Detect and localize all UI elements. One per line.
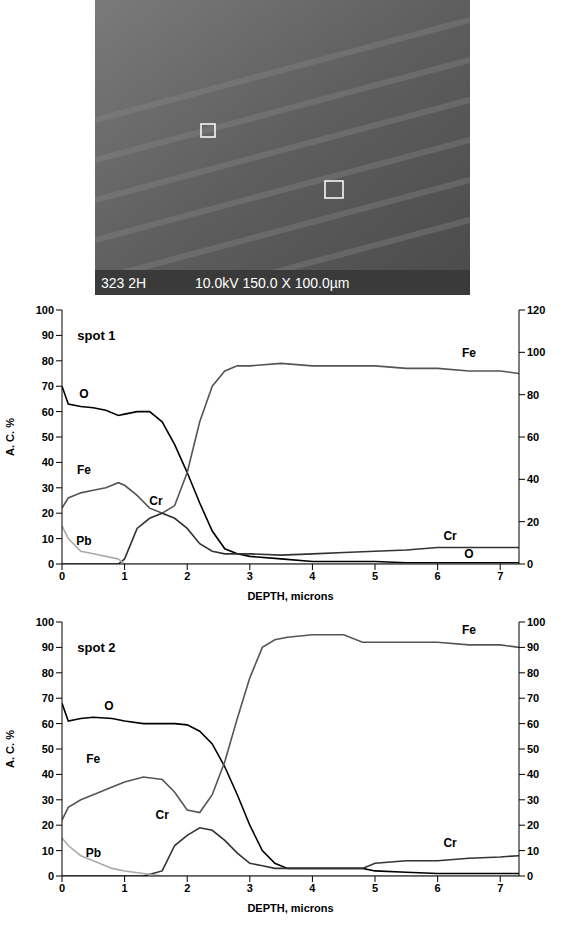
svg-text:70: 70 bbox=[527, 692, 539, 704]
svg-text:Cr: Cr bbox=[149, 494, 163, 508]
svg-text:Cr: Cr bbox=[443, 529, 457, 543]
svg-text:DEPTH, microns: DEPTH, microns bbox=[247, 902, 333, 914]
svg-text:0: 0 bbox=[527, 558, 533, 570]
svg-text:10: 10 bbox=[527, 845, 539, 857]
svg-text:100: 100 bbox=[527, 346, 545, 358]
svg-text:10: 10 bbox=[42, 533, 54, 545]
svg-text:10.0kV 150.0 X 100.0µm: 10.0kV 150.0 X 100.0µm bbox=[195, 275, 349, 291]
svg-text:Fe: Fe bbox=[77, 463, 91, 477]
svg-text:0: 0 bbox=[59, 882, 65, 894]
svg-text:30: 30 bbox=[527, 794, 539, 806]
svg-text:7: 7 bbox=[497, 882, 503, 894]
svg-text:80: 80 bbox=[42, 355, 54, 367]
svg-text:Fe: Fe bbox=[86, 752, 100, 766]
svg-text:2: 2 bbox=[184, 882, 190, 894]
svg-text:Pb: Pb bbox=[86, 846, 101, 860]
svg-text:spot 2: spot 2 bbox=[77, 640, 115, 655]
svg-text:90: 90 bbox=[527, 641, 539, 653]
svg-text:50: 50 bbox=[42, 743, 54, 755]
svg-text:O: O bbox=[79, 387, 88, 401]
svg-text:100: 100 bbox=[527, 616, 545, 628]
svg-text:1: 1 bbox=[122, 882, 128, 894]
svg-text:20: 20 bbox=[42, 819, 54, 831]
svg-text:5: 5 bbox=[372, 882, 378, 894]
svg-text:spot 1: spot 1 bbox=[77, 328, 115, 343]
svg-text:60: 60 bbox=[527, 431, 539, 443]
svg-text:60: 60 bbox=[527, 718, 539, 730]
svg-text:1: 1 bbox=[122, 570, 128, 582]
svg-text:20: 20 bbox=[527, 819, 539, 831]
svg-text:0: 0 bbox=[527, 870, 533, 882]
svg-text:90: 90 bbox=[42, 641, 54, 653]
svg-text:20: 20 bbox=[42, 507, 54, 519]
svg-text:60: 60 bbox=[42, 406, 54, 418]
svg-text:323 2H: 323 2H bbox=[101, 275, 146, 291]
svg-text:60: 60 bbox=[42, 718, 54, 730]
svg-text:0: 0 bbox=[48, 870, 54, 882]
svg-text:7: 7 bbox=[497, 570, 503, 582]
svg-text:4: 4 bbox=[309, 882, 316, 894]
svg-text:30: 30 bbox=[42, 794, 54, 806]
svg-text:Cr: Cr bbox=[155, 808, 169, 822]
svg-text:DEPTH, microns: DEPTH, microns bbox=[247, 590, 333, 602]
svg-text:5: 5 bbox=[372, 570, 378, 582]
svg-text:70: 70 bbox=[42, 692, 54, 704]
svg-text:20: 20 bbox=[527, 516, 539, 528]
svg-text:3: 3 bbox=[247, 570, 253, 582]
svg-text:40: 40 bbox=[42, 456, 54, 468]
svg-text:40: 40 bbox=[527, 768, 539, 780]
svg-text:80: 80 bbox=[527, 389, 539, 401]
svg-text:10: 10 bbox=[42, 845, 54, 857]
svg-text:120: 120 bbox=[527, 304, 545, 316]
svg-text:40: 40 bbox=[527, 473, 539, 485]
svg-text:Fe: Fe bbox=[462, 623, 476, 637]
svg-text:90: 90 bbox=[42, 329, 54, 341]
svg-text:4: 4 bbox=[309, 570, 316, 582]
svg-text:O: O bbox=[464, 547, 473, 561]
svg-text:40: 40 bbox=[42, 768, 54, 780]
svg-text:0: 0 bbox=[48, 558, 54, 570]
svg-text:6: 6 bbox=[435, 570, 441, 582]
svg-text:3: 3 bbox=[247, 882, 253, 894]
svg-text:Cr: Cr bbox=[443, 836, 457, 850]
svg-text:A. C. %: A. C. % bbox=[4, 730, 16, 768]
svg-text:70: 70 bbox=[42, 380, 54, 392]
svg-text:100: 100 bbox=[36, 304, 54, 316]
svg-text:80: 80 bbox=[527, 667, 539, 679]
svg-text:30: 30 bbox=[42, 482, 54, 494]
svg-text:100: 100 bbox=[36, 616, 54, 628]
svg-text:2: 2 bbox=[184, 570, 190, 582]
svg-text:0: 0 bbox=[59, 570, 65, 582]
svg-text:50: 50 bbox=[527, 743, 539, 755]
svg-text:6: 6 bbox=[435, 882, 441, 894]
svg-text:O: O bbox=[104, 699, 113, 713]
svg-text:Pb: Pb bbox=[76, 534, 91, 548]
svg-text:A. C. %: A. C. % bbox=[4, 418, 16, 456]
svg-text:50: 50 bbox=[42, 431, 54, 443]
svg-text:80: 80 bbox=[42, 667, 54, 679]
svg-text:Fe: Fe bbox=[462, 346, 476, 360]
